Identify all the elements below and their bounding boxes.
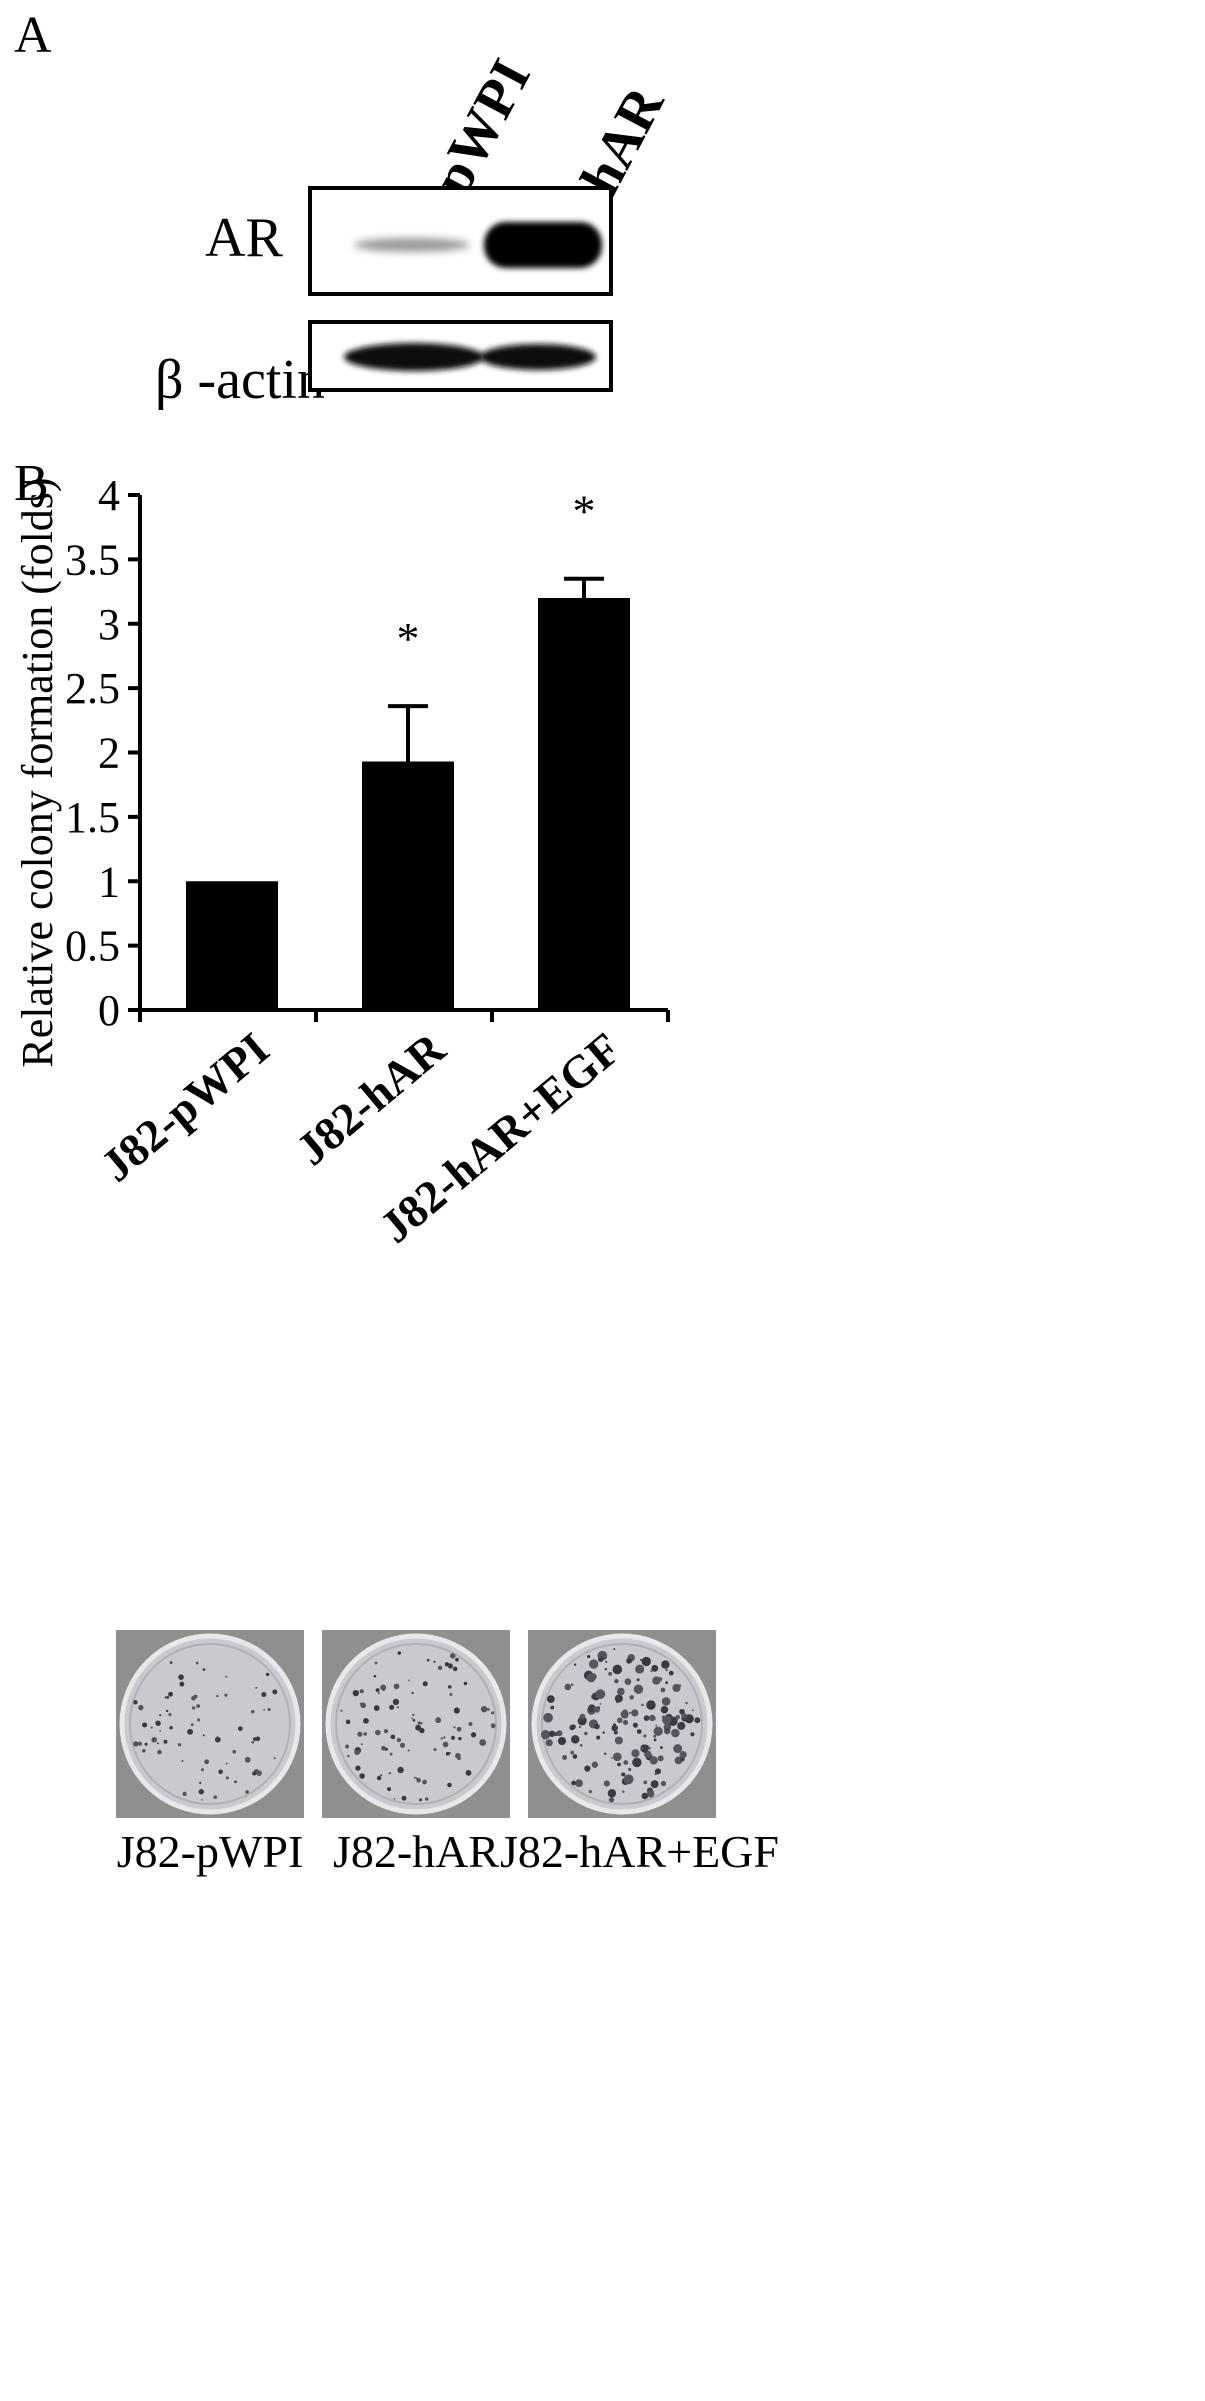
row-label-beta-actin: β -actin [155, 349, 325, 411]
dish-photo-har-egf [528, 1630, 716, 1823]
ar-blot [308, 186, 613, 296]
y-tick-label: 2 [98, 729, 120, 778]
y-tick-label: 0 [98, 986, 120, 1035]
y-tick-label: 1.5 [65, 793, 120, 842]
y-tick-label: 3 [98, 600, 120, 649]
bar [538, 598, 630, 1010]
panel-b-letter: B [14, 455, 49, 512]
x-tick-label: J82-hAR [287, 1022, 455, 1175]
ar-band-pwpi [354, 238, 470, 252]
bar-chart: 00.511.522.533.54J82-pWPI*J82-hAR*J82-hA… [13, 471, 670, 1253]
dish-photo-har [322, 1630, 510, 1823]
y-axis-label: Relative colony formation (folds) [13, 477, 62, 1067]
actin-band-har [480, 344, 596, 370]
y-tick-label: 4 [98, 471, 120, 520]
ar-bands [354, 222, 602, 268]
dish-label-pwpi: J82-pWPI [116, 1826, 304, 1877]
bar [186, 881, 278, 1010]
x-tick-label: J82-pWPI [91, 1023, 278, 1192]
panel-a-letter: A [14, 7, 52, 64]
ar-band-har [484, 222, 602, 268]
dish-photo-pwpi [116, 1630, 304, 1823]
y-tick-label: 2.5 [65, 664, 120, 713]
y-tick-label: 1 [98, 857, 120, 906]
y-tick-label: 3.5 [65, 535, 120, 584]
significance-star: * [573, 486, 596, 537]
bar [362, 761, 454, 1010]
dish-label-har-egf: J82-hAR+EGF [500, 1826, 779, 1877]
dish-label-har: J82-hAR [332, 1826, 500, 1877]
beta-actin-bands [344, 343, 596, 371]
y-tick-label: 0.5 [65, 922, 120, 971]
row-label-ar: AR [205, 207, 283, 269]
beta-actin-blot [308, 320, 613, 392]
significance-star: * [397, 613, 420, 664]
actin-band-pwpi [344, 343, 484, 371]
